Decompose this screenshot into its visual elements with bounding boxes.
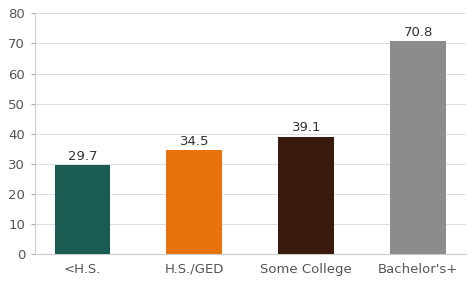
Bar (55, 165, 110, 254)
Bar (390, 41, 446, 254)
Bar (166, 151, 222, 254)
Text: 29.7: 29.7 (68, 150, 97, 163)
Bar (278, 137, 334, 254)
Text: 39.1: 39.1 (292, 122, 321, 134)
Text: 34.5: 34.5 (180, 135, 209, 148)
Text: 70.8: 70.8 (403, 26, 433, 39)
